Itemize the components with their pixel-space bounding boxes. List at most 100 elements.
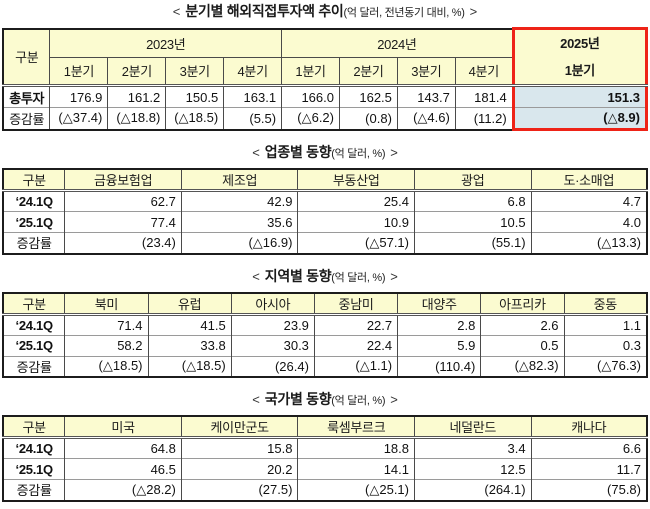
row-label: 증감률	[2, 479, 65, 501]
data-cell: (5.5)	[223, 107, 282, 130]
header-cell: 3분기	[165, 57, 224, 86]
data-cell: 14.1	[297, 458, 415, 480]
data-cell: 71.4	[64, 312, 149, 335]
data-cell: 163.1	[223, 84, 282, 108]
title-text: 지역별 동향	[264, 267, 332, 284]
data-cell: 22.4	[313, 334, 398, 356]
section-industry: < 업종별 동향(억 달러, %) > 구분 금융보험업 제조업 부동산업 광업 도·소매업 ‘…	[2, 144, 648, 255]
header-cell: 유럽	[147, 292, 232, 315]
header-cell: 도·소매업	[530, 169, 647, 191]
data-cell: 41.5	[147, 312, 232, 335]
title-close-bracket: >	[390, 392, 398, 407]
data-cell: (110.4)	[397, 355, 481, 377]
table-row: ‘24.1Q 71.4 41.5 23.9 22.7 2.8 2.6 1.1	[2, 312, 647, 335]
table-title-region: < 지역별 동향(억 달러, %) >	[2, 268, 648, 286]
data-cell: 35.6	[180, 211, 298, 233]
header-row: 구분 2023년 2024년 2025년 1분기	[2, 27, 649, 86]
data-cell: (0.8)	[339, 107, 398, 130]
header-cell: 미국	[64, 416, 182, 438]
header-cell: 구분	[2, 28, 50, 86]
data-cell: 22.7	[313, 312, 398, 335]
table-row: 증감률 (△18.5) (△18.5) (26.4) (△1.1) (110.4) (△82…	[2, 355, 647, 377]
data-cell: 18.8	[297, 436, 415, 459]
row-label: 증감률	[2, 232, 65, 254]
row-label: ‘24.1Q	[2, 436, 65, 459]
header-cell: 제조업	[180, 169, 298, 191]
data-cell: (26.4)	[230, 355, 315, 377]
data-cell: 1.1	[563, 312, 647, 335]
data-cell: 30.3	[230, 334, 315, 356]
table-title-industry: < 업종별 동향(억 달러, %) >	[2, 144, 648, 162]
header-cell: 1분기	[49, 57, 108, 86]
section-region: < 지역별 동향(억 달러, %) > 구분 북미 유럽 아시아 중남미 대양주 아프리카 중동 ‘…	[2, 268, 648, 378]
row-label: 증감률	[2, 107, 50, 130]
table-row: ‘24.1Q 62.7 42.9 25.4 6.8 4.7	[2, 189, 647, 212]
data-cell: 42.9	[180, 189, 298, 212]
data-cell: 11.7	[530, 458, 647, 480]
data-cell: (55.1)	[414, 232, 532, 254]
data-cell: 77.4	[64, 211, 182, 233]
data-cell: (75.8)	[530, 479, 647, 501]
data-cell: (△76.3)	[563, 355, 647, 377]
section-country: < 국가별 동향(억 달러, %) > 구분 미국 케이만군도 룩셈부르크 네덜란드 캐나다 ‘…	[2, 391, 648, 502]
table-title-quarterly: < 분기별 해외직접투자액 추이(억 달러, 전년동기 대비, %) >	[2, 3, 648, 21]
data-cell: (△18.5)	[147, 355, 232, 377]
header-cell: 광업	[414, 169, 532, 191]
data-cell: (23.4)	[64, 232, 182, 254]
header-cell: 중남미	[313, 292, 398, 315]
industry-trend-table: 구분 금융보험업 제조업 부동산업 광업 도·소매업 ‘24.1Q 62.7 42.9 25.4 6…	[2, 168, 648, 255]
table-row: ‘24.1Q 64.8 15.8 18.8 3.4 6.6	[2, 436, 647, 459]
quarterly-investment-table: 구분 2023년 2024년 2025년 1분기 1분기 2분기 3분기 4분기 1분기 2분기 3…	[2, 27, 649, 131]
header-cell: 대양주	[397, 292, 481, 315]
row-label: ‘25.1Q	[2, 458, 65, 480]
title-open-bracket: <	[252, 392, 260, 407]
data-cell: 162.5	[339, 84, 398, 108]
row-label: 총투자	[2, 84, 50, 108]
header-cell: 2분기	[339, 57, 398, 86]
header-row: 구분 금융보험업 제조업 부동산업 광업 도·소매업	[2, 169, 647, 191]
title-unit: (억 달러, %)	[331, 148, 386, 160]
data-cell: (△57.1)	[297, 232, 415, 254]
data-cell: 10.9	[297, 211, 415, 233]
header-cell: 구분	[2, 292, 65, 315]
data-cell: 64.8	[64, 436, 182, 459]
table-row: ‘25.1Q 77.4 35.6 10.9 10.5 4.0	[2, 211, 647, 233]
data-cell: (11.2)	[454, 107, 514, 130]
data-cell: 2.6	[480, 312, 565, 335]
data-cell: 20.2	[180, 458, 298, 480]
data-cell: 0.3	[563, 334, 647, 356]
data-cell: 5.9	[397, 334, 481, 356]
header-cell: 부동산업	[297, 169, 415, 191]
table-row: 증감률 (△28.2) (27.5) (△25.1) (264.1) (75.8)	[2, 479, 647, 501]
table-row: 총투자 176.9 161.2 150.5 163.1 166.0 162.5 143.7 18…	[2, 84, 649, 108]
header-cell: 2분기	[107, 57, 166, 86]
header-cell: 2023년	[49, 28, 282, 58]
header-cell: 네덜란드	[414, 416, 532, 438]
row-label: ‘24.1Q	[2, 189, 65, 212]
title-close-bracket: >	[390, 145, 398, 160]
data-cell: 15.8	[180, 436, 298, 459]
header-cell: 북미	[64, 292, 149, 315]
header-cell: 1분기	[281, 57, 340, 86]
data-cell: 4.7	[530, 189, 647, 212]
header-cell: 캐나다	[530, 416, 647, 438]
data-cell: 176.9	[49, 84, 108, 108]
header-cell: 4분기	[454, 57, 514, 86]
data-cell: 10.5	[414, 211, 532, 233]
data-cell: 6.6	[530, 436, 647, 459]
data-cell: (△18.8)	[107, 107, 166, 130]
row-label: ‘25.1Q	[2, 334, 65, 356]
data-cell: (△25.1)	[297, 479, 415, 501]
data-cell: 0.5	[480, 334, 565, 356]
header-cell: 4분기	[223, 57, 282, 86]
title-text: 업종별 동향	[264, 144, 332, 160]
title-close-bracket: >	[390, 268, 398, 284]
header-cell: 아시아	[230, 292, 315, 315]
data-cell: (△18.5)	[165, 107, 224, 130]
data-cell: 58.2	[64, 334, 149, 356]
title-open-bracket: <	[172, 4, 181, 19]
data-cell: (△8.9)	[511, 107, 649, 131]
title-unit: (억 달러, %)	[331, 395, 386, 407]
data-cell: 151.3	[511, 84, 649, 108]
